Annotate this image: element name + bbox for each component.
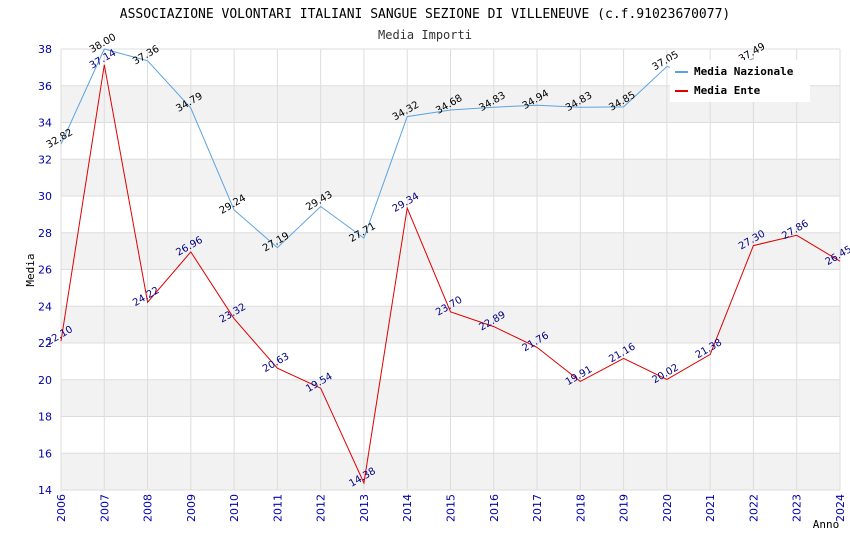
y-axis-ticks: 14 16 18 20 22 24 26 28 30 32 34 36 38: [38, 43, 52, 497]
y-tick-label: 38: [38, 43, 52, 56]
data-label-media-ente: 24.22: [131, 285, 161, 309]
x-tick-label: 2008: [142, 494, 155, 522]
x-tick-label: 2013: [358, 494, 371, 522]
legend-box: [670, 60, 810, 102]
y-tick-label: 22: [38, 337, 52, 350]
y-tick-label: 34: [38, 117, 52, 130]
data-label-media-ente: 22.10: [45, 324, 75, 348]
y-tick-label: 30: [38, 190, 52, 203]
series-line-media-nazionale: [60, 48, 754, 249]
x-axis-ticks: 2006 2007 2008 2009 2010 2011 2012 2013 2014 2015…: [55, 494, 847, 522]
x-tick-label: 2016: [488, 494, 501, 522]
y-tick-label: 18: [38, 411, 52, 424]
y-tick-label: 14: [38, 484, 52, 497]
chart-subtitle: Media Importi: [378, 28, 472, 42]
x-tick-label: 2010: [228, 494, 241, 522]
x-tick-label: 2006: [55, 494, 68, 522]
y-tick-label: 16: [38, 447, 52, 460]
legend-label-media-nazionale: Media Nazionale: [694, 65, 794, 78]
x-tick-label: 2007: [98, 494, 111, 522]
legend: Media Nazionale Media Ente: [670, 60, 810, 102]
x-tick-label: 2015: [445, 494, 458, 522]
x-tick-label: 2017: [531, 494, 544, 522]
x-tick-label: 2018: [574, 494, 587, 522]
y-tick-label: 20: [38, 374, 52, 387]
data-label-media-nazionale: 32.82: [45, 127, 75, 151]
x-tick-label: 2012: [315, 494, 328, 522]
y-tick-label: 36: [38, 80, 52, 93]
y-tick-label: 28: [38, 227, 52, 240]
chart-title: ASSOCIAZIONE VOLONTARI ITALIANI SANGUE S…: [120, 7, 730, 22]
x-tick-label: 2021: [704, 494, 717, 522]
y-tick-label: 26: [38, 264, 52, 277]
x-tick-label: 2011: [271, 494, 284, 522]
series-line-media-ente: [60, 64, 841, 485]
x-tick-label: 2022: [747, 494, 760, 522]
legend-label-media-ente: Media Ente: [694, 84, 761, 97]
y-tick-label: 24: [38, 300, 52, 313]
series-lines: [60, 48, 841, 485]
x-tick-label: 2020: [661, 494, 674, 522]
x-axis-label: Anno: [813, 518, 840, 531]
x-tick-label: 2009: [185, 494, 198, 522]
y-axis-label: Media: [24, 253, 37, 286]
x-tick-label: 2014: [401, 494, 414, 522]
grid-lines: [60, 48, 841, 491]
y-tick-label: 32: [38, 153, 52, 166]
data-label-media-nazionale: 37.36: [131, 44, 161, 68]
x-tick-label: 2019: [618, 494, 631, 522]
x-tick-label: 2023: [791, 494, 804, 522]
data-label-media-ente: 21.16: [607, 341, 637, 365]
x-tick-label: 2024: [834, 494, 847, 522]
